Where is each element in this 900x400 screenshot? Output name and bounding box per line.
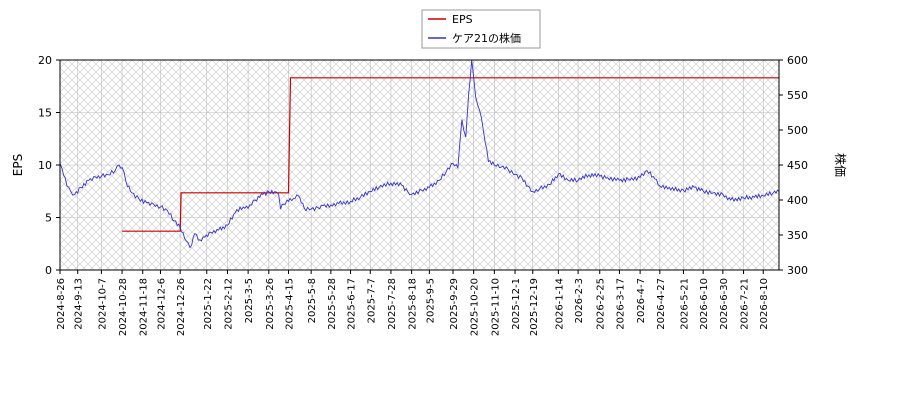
x-tick-label: 2026-8-10: [759, 278, 770, 330]
x-tick-label: 2024-12-26: [176, 278, 187, 336]
x-tick-label: 2026-2-3: [574, 278, 585, 323]
left-tick-label: 5: [45, 212, 52, 225]
x-tick-label: 2025-9-5: [425, 278, 436, 323]
right-tick-label: 600: [787, 54, 808, 67]
x-axis-ticks: 2024-8-26 2024-9-13 2024-10-7 2024-10-28 202…: [56, 270, 770, 336]
x-tick-label: 2025-1-22: [203, 278, 214, 330]
x-tick-label: 2024-12-6: [156, 278, 167, 330]
x-tick-label: 2024-9-13: [74, 278, 85, 330]
x-tick-label: 2026-1-14: [554, 278, 565, 330]
left-tick-label: 15: [38, 107, 52, 120]
left-tick-label: 0: [45, 264, 52, 277]
x-tick-label: 2026-3-17: [615, 278, 626, 330]
x-tick-label: 2025-10-20: [470, 278, 481, 336]
x-tick-label: 2025-2-12: [223, 278, 234, 330]
right-tick-label: 400: [787, 194, 808, 207]
right-tick-label: 300: [787, 264, 808, 277]
x-tick-label: 2026-7-21: [740, 278, 751, 330]
x-tick-label: 2026-6-30: [719, 278, 730, 330]
x-tick-label: 2024-10-7: [97, 278, 108, 330]
x-tick-label: 2025-9-29: [449, 278, 460, 330]
x-tick-label: 2025-12-19: [529, 278, 540, 336]
x-tick-label: 2024-10-28: [118, 278, 129, 336]
legend-box: [421, 9, 541, 49]
x-tick-label: 2025-4-15: [285, 278, 296, 330]
left-axis-label: EPS: [11, 154, 25, 176]
right-tick-label: 500: [787, 124, 808, 137]
left-tick-label: 10: [38, 159, 52, 172]
x-tick-label: 2026-4-7: [636, 278, 647, 323]
right-axis-ticks: 300 350 400 450 500 550 600: [779, 54, 808, 277]
x-tick-label: 2025-7-28: [387, 278, 398, 330]
x-tick-label: 2025-5-8: [307, 278, 318, 323]
eps-series-line: [122, 77, 779, 232]
x-tick-label: 2026-5-21: [679, 278, 690, 330]
left-tick-label: 20: [38, 54, 52, 67]
x-tick-label: 2026-2-25: [596, 278, 607, 330]
x-tick-label: 2024-8-26: [56, 278, 67, 330]
x-tick-label: 2025-11-10: [490, 278, 501, 336]
x-tick-label: 2026-4-27: [656, 278, 667, 330]
legend: EPS ケア21の株価: [421, 9, 541, 49]
x-tick-label: 2025-8-18: [408, 278, 419, 330]
right-tick-label: 350: [787, 229, 808, 242]
x-tick-label: 2025-3-5: [244, 278, 255, 323]
x-tick-label: 2025-3-26: [265, 278, 276, 330]
price-series-line: [60, 60, 779, 249]
price-line-path: [60, 60, 779, 249]
eps-line-path: [122, 77, 779, 232]
right-tick-label: 450: [787, 159, 808, 172]
right-tick-label: 550: [787, 89, 808, 102]
right-axis-label: 株価: [833, 153, 848, 177]
x-tick-label: 2024-11-18: [139, 278, 150, 336]
legend-price-label: ケア21の株価: [452, 31, 521, 45]
left-axis-ticks: 0 5 10 15 20: [38, 54, 60, 277]
grid-lines: [59, 59, 779, 271]
x-tick-label: 2025-5-28: [327, 278, 338, 330]
x-tick-label: 2026-6-10: [699, 278, 710, 330]
x-tick-label: 2025-7-7: [366, 278, 377, 323]
legend-eps-label: EPS: [452, 13, 473, 26]
x-tick-label: 2025-6-17: [347, 278, 358, 330]
x-tick-label: 2025-12-1: [511, 278, 522, 330]
